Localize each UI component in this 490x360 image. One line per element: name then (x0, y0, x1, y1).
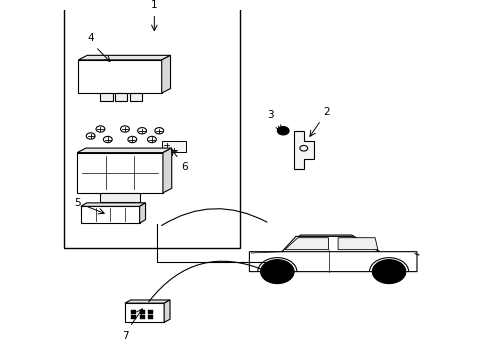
Polygon shape (100, 93, 113, 101)
Text: 2: 2 (323, 107, 330, 117)
Polygon shape (338, 238, 378, 250)
Polygon shape (125, 300, 170, 303)
Polygon shape (163, 148, 172, 193)
Polygon shape (115, 93, 127, 101)
Bar (148, 315, 153, 319)
Polygon shape (249, 235, 417, 272)
Polygon shape (78, 60, 162, 93)
Polygon shape (77, 153, 163, 193)
Circle shape (261, 260, 294, 284)
Polygon shape (285, 238, 329, 250)
Polygon shape (162, 141, 186, 152)
Polygon shape (140, 203, 146, 223)
Text: 5: 5 (74, 198, 81, 207)
Polygon shape (125, 303, 164, 322)
Circle shape (277, 127, 289, 135)
Polygon shape (162, 55, 171, 93)
Bar (140, 310, 145, 314)
Bar (131, 315, 136, 319)
Bar (140, 315, 145, 319)
Text: 7: 7 (122, 331, 128, 341)
Bar (131, 310, 136, 314)
Polygon shape (77, 148, 172, 153)
Bar (64, 0, 240, 248)
Polygon shape (282, 237, 380, 252)
Polygon shape (100, 193, 140, 202)
Polygon shape (294, 131, 314, 169)
Text: 3: 3 (267, 110, 273, 120)
Text: 1: 1 (151, 0, 158, 10)
Circle shape (372, 260, 406, 284)
Text: 4: 4 (87, 33, 94, 43)
Polygon shape (81, 206, 140, 223)
Polygon shape (164, 300, 170, 322)
Polygon shape (81, 203, 146, 206)
Text: 6: 6 (181, 162, 188, 172)
Polygon shape (78, 55, 171, 60)
Bar (148, 310, 153, 314)
Polygon shape (130, 93, 142, 101)
